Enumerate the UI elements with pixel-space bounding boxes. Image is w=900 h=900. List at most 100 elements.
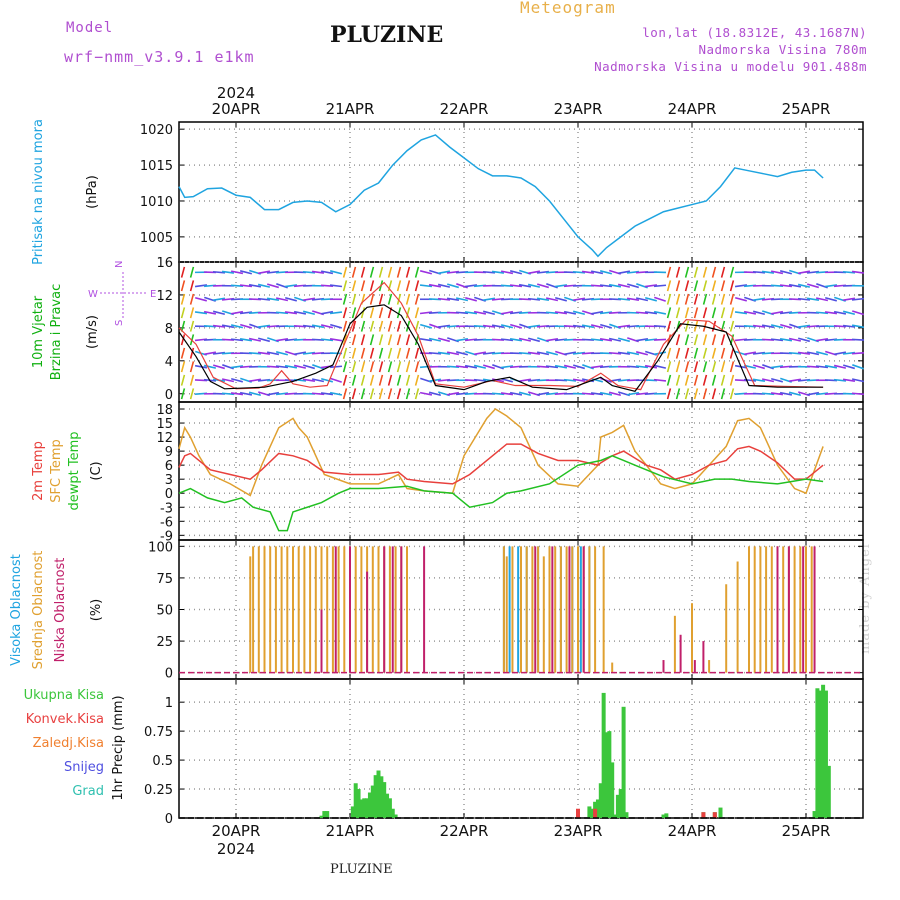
wind-arrow — [743, 310, 757, 315]
wind-arrow — [693, 266, 699, 278]
wind-arrow — [351, 293, 357, 305]
wind-arrow — [311, 392, 325, 396]
wind-arrow — [320, 377, 334, 383]
wind-arrow — [537, 283, 549, 289]
wind-arrow — [626, 270, 640, 274]
wind-arrow — [360, 374, 366, 386]
precip-bar — [353, 783, 358, 818]
wind-arrow — [833, 310, 847, 315]
wind-arrow — [608, 391, 622, 396]
wind-arrow — [518, 391, 532, 396]
wind-arrow — [684, 347, 690, 359]
wind-arrow — [342, 374, 348, 386]
wind-arrow — [824, 311, 838, 315]
wind-arrow — [180, 347, 186, 359]
wind-arrow — [509, 270, 523, 275]
wind-arrow — [482, 297, 496, 301]
wind-arrow — [500, 324, 514, 329]
wind-arrow — [572, 324, 586, 328]
pressure-ylabel: Pritisak na nivou mora — [31, 119, 46, 265]
wind-arrow — [212, 324, 226, 328]
wind-arrow — [536, 391, 550, 396]
wind-arrow — [509, 311, 523, 315]
wind-arrow — [342, 320, 348, 332]
wind-arrow — [684, 388, 690, 400]
wind-arrow — [180, 320, 186, 332]
wind-arrow — [720, 347, 726, 359]
wind-arrow — [833, 325, 847, 328]
wind-arrow — [275, 365, 289, 369]
wind-arrow — [761, 270, 775, 274]
wind-arrow — [729, 361, 735, 373]
wind-arrow — [693, 280, 699, 292]
wind-arrow — [311, 270, 325, 274]
wind-arrow — [437, 351, 451, 355]
wind-arrow — [500, 284, 514, 287]
wind-arrow — [675, 293, 681, 305]
wind-arrow — [675, 361, 681, 373]
wind-arrow — [257, 351, 271, 355]
wind-arrow — [419, 391, 433, 396]
precip-legend-1: Ukupna Kisa — [24, 688, 104, 703]
wind-arrow — [729, 293, 735, 305]
wind-arrow — [266, 351, 280, 356]
wind-arrow — [230, 284, 244, 287]
wind-arrow — [554, 284, 568, 288]
cloud-ylabel-2: Srednja Oblacnost — [31, 551, 46, 670]
wind-arrow — [473, 364, 487, 369]
y-tick-label: 0.25 — [144, 783, 173, 798]
wind-arrow — [330, 377, 342, 383]
wind-arrow — [302, 351, 316, 355]
dir-label-n: N — [114, 261, 125, 268]
wind-arrow — [572, 297, 586, 301]
precip-legend-4: Snijeg — [64, 760, 104, 775]
wind-arrow — [743, 325, 757, 328]
wind-arrow — [711, 307, 717, 319]
wind-arrow — [654, 296, 666, 302]
wind-arrow — [581, 270, 595, 274]
wind-arrow — [284, 296, 298, 302]
wind-arrow — [752, 297, 766, 301]
wind-arrow — [455, 392, 469, 396]
wind-arrow — [351, 320, 357, 332]
y-tick-label: 8 — [165, 322, 173, 337]
wind-arrow — [405, 307, 411, 319]
dir-label-s: S — [114, 320, 125, 326]
y-tick-label: 0 — [165, 487, 173, 502]
wind-arrow — [653, 351, 667, 356]
wind-arrow — [617, 351, 631, 355]
temperature-frame — [178, 401, 864, 541]
wind-arrow — [518, 378, 532, 382]
wind-arrow — [851, 297, 865, 301]
y-tick-label: 0 — [165, 667, 173, 682]
wind-arrow — [239, 270, 253, 275]
wind-arrow — [702, 388, 708, 400]
wind-arrow — [369, 388, 375, 400]
wind-arrow — [455, 365, 469, 369]
wind-arrow — [329, 270, 343, 275]
wind-arrow — [500, 270, 514, 275]
wind-arrow — [446, 365, 460, 368]
precip-bar — [373, 775, 378, 818]
wind-arrow — [387, 266, 393, 278]
wind-arrow — [684, 320, 690, 332]
wind-arrow — [693, 334, 699, 346]
wind-arrow — [369, 280, 375, 292]
dewpt-line — [178, 454, 824, 532]
wind-arrow — [275, 311, 289, 315]
wind-arrow — [600, 323, 612, 329]
wind-arrow — [482, 310, 496, 315]
wind-arrow — [369, 374, 375, 386]
wind-arrow — [675, 266, 681, 278]
wind-arrow — [666, 307, 672, 319]
precip-bar — [379, 776, 384, 818]
wind-arrow — [387, 334, 393, 346]
wind-arrow — [464, 311, 478, 315]
precip-bar — [661, 814, 666, 818]
wind-arrow — [428, 351, 442, 355]
precip-bar — [370, 785, 375, 818]
y-tick-label: 25 — [156, 635, 173, 650]
wind-arrow — [230, 310, 244, 315]
wind-arrow — [303, 364, 315, 370]
